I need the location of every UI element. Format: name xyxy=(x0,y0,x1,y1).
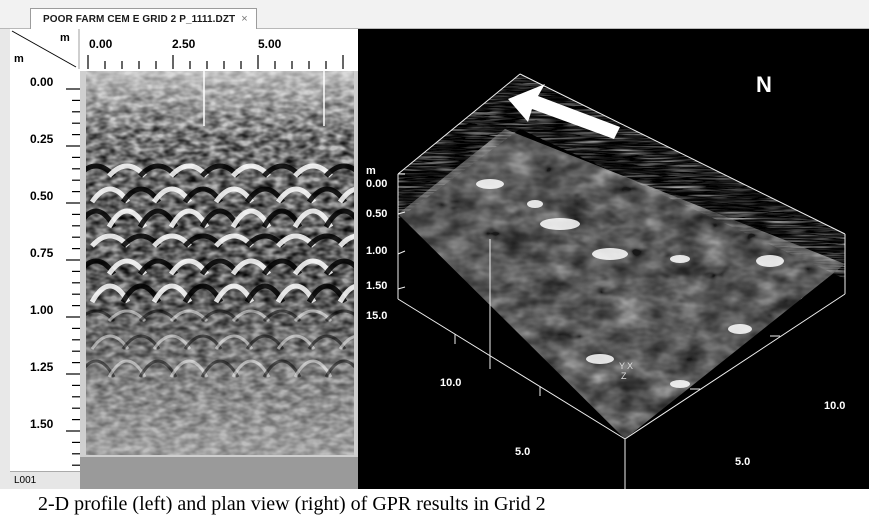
depth-tick-label: 0.25 xyxy=(30,132,54,146)
distance-tick-label: 5.00 xyxy=(258,37,282,51)
axis-triad-icon: Y X Z xyxy=(619,361,633,381)
distance-ruler: 0.00 2.50 5.00 xyxy=(80,29,358,71)
distance-tick-label: 2.50 xyxy=(172,37,196,51)
anomaly-highlight xyxy=(800,296,820,306)
file-tab-label: POOR FARM CEM E GRID 2 P_1111.DZT xyxy=(43,14,236,25)
gpr-viewer: m m 0.00 2.50 5.00 0.00 0.25 0.50 0.75 1… xyxy=(0,29,869,489)
axis-tick-label: 10.0 xyxy=(824,400,845,412)
distance-ruler-ticks xyxy=(87,55,344,69)
depth-ruler: 0.00 0.25 0.50 0.75 1.00 1.25 1.50 xyxy=(10,69,80,489)
axis-tick-label: 10.0 xyxy=(440,377,461,389)
plan-view-3d[interactable]: m 0.00 0.50 1.00 1.50 15.0 10.0 5.0 10.0… xyxy=(360,29,869,489)
reflection-bands xyxy=(75,163,379,378)
north-arrow-icon xyxy=(508,84,620,139)
anomaly-highlight xyxy=(728,324,752,334)
anomaly-highlight xyxy=(586,354,614,364)
anomaly-highlight xyxy=(527,200,543,208)
svg-text:Y: Y xyxy=(619,361,625,371)
depth-tick-label: 0.00 xyxy=(30,75,54,89)
depth-tick-label: 1.00 xyxy=(30,303,54,317)
axis-box xyxy=(397,73,846,489)
depth-tick-label: 1.25 xyxy=(30,360,54,374)
depth-tick-label: 0.75 xyxy=(30,246,54,260)
depth-tick-label: 0.50 xyxy=(366,208,387,220)
axis-tick-label: 5.0 xyxy=(735,456,750,468)
axis-tick-label: 15.0 xyxy=(366,310,387,322)
depth-tick-label: 1.50 xyxy=(366,280,387,292)
depth-tick-label: 1.50 xyxy=(30,417,54,431)
depth-unit-label: m xyxy=(14,53,24,65)
radargram-image[interactable] xyxy=(75,71,379,455)
depth-unit-label: m xyxy=(366,165,376,177)
profile-panel: m m 0.00 2.50 5.00 0.00 0.25 0.50 0.75 1… xyxy=(0,29,379,489)
profile-footer xyxy=(80,457,358,489)
figure-caption: 2-D profile (left) and plan view (right)… xyxy=(38,493,546,515)
anomaly-highlight xyxy=(756,255,784,267)
svg-text:X: X xyxy=(627,361,633,371)
axis-tick-label: 5.0 xyxy=(515,446,530,458)
anomaly-highlight xyxy=(476,179,504,189)
anomaly-highlight xyxy=(540,218,580,230)
depth-tick-label: 1.00 xyxy=(366,245,387,257)
tab-bar: POOR FARM CEM E GRID 2 P_1111.DZT × xyxy=(0,0,869,29)
distance-unit-label: m xyxy=(60,32,70,44)
close-icon[interactable]: × xyxy=(241,13,248,25)
distance-tick-label: 0.00 xyxy=(89,37,113,51)
anomaly-highlight xyxy=(670,380,690,388)
panel-edge xyxy=(0,29,10,489)
north-label: N xyxy=(756,72,772,97)
anomaly-highlight xyxy=(670,255,690,263)
file-tab[interactable]: POOR FARM CEM E GRID 2 P_1111.DZT × xyxy=(30,8,257,29)
ruler-corner: m m xyxy=(10,29,78,69)
depth-tick-label: 0.50 xyxy=(30,189,54,203)
line-id-label: L001 xyxy=(10,471,80,489)
svg-text:Z: Z xyxy=(621,371,627,381)
depth-ruler-ticks xyxy=(66,88,80,478)
depth-tick-label: 0.00 xyxy=(366,178,387,190)
anomaly-highlight xyxy=(592,248,628,260)
